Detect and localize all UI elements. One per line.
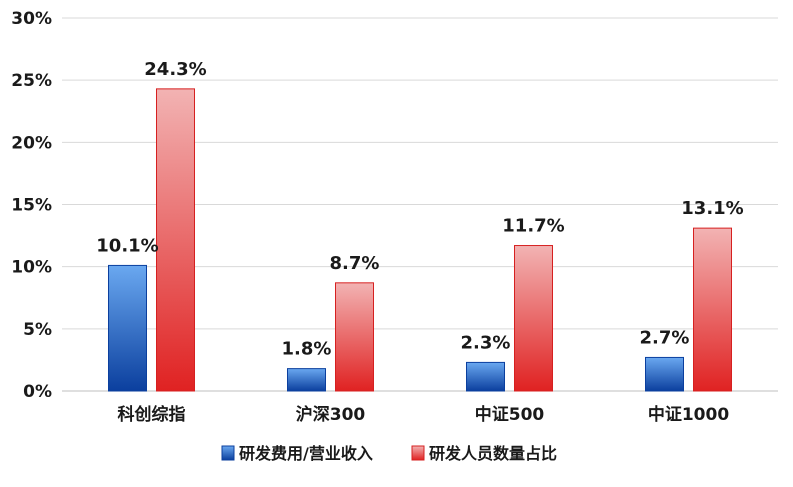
x-category-label: 中证500: [475, 404, 545, 425]
data-label: 8.7%: [330, 253, 380, 274]
bar-rd-expense-0: [108, 264, 147, 392]
data-label: 13.1%: [681, 198, 743, 219]
bars: [108, 88, 732, 392]
y-tick-label: 5%: [23, 320, 52, 340]
data-label: 11.7%: [502, 216, 564, 237]
legend-swatch: [411, 445, 425, 461]
x-category-label: 中证1000: [648, 404, 729, 425]
data-label: 2.3%: [461, 332, 511, 353]
bar-rd-staff-2: [514, 245, 553, 392]
data-label: 1.8%: [282, 339, 332, 360]
y-tick-label: 0%: [23, 382, 52, 402]
y-tick-label: 20%: [11, 133, 52, 153]
legend: 研发费用/营业收入 研发人员数量占比: [221, 444, 557, 463]
x-category-label: 沪深300: [296, 404, 366, 425]
data-labels: 10.1% 24.3% 1.8% 8.7% 2.3% 11.7% 2.7% 13.1%: [96, 59, 743, 360]
y-tick-label: 25%: [11, 71, 52, 91]
bar-rd-staff-1: [335, 282, 374, 392]
bar-rd-expense-1: [287, 368, 326, 392]
data-label: 24.3%: [144, 59, 206, 80]
bar-rd-staff-3: [693, 227, 732, 392]
x-category-label: 科创综指: [118, 404, 186, 425]
y-tick-label: 15%: [11, 196, 52, 216]
legend-label: 研发人员数量占比: [429, 444, 557, 463]
bar-rd-expense-2: [466, 361, 505, 392]
y-tick-label: 10%: [11, 258, 52, 278]
legend-swatch: [221, 445, 235, 461]
data-label: 10.1%: [96, 235, 158, 256]
y-tick-label: 30%: [11, 9, 52, 29]
y-axis-ticks: 0% 5% 10% 15% 20% 25% 30%: [11, 9, 52, 402]
data-label: 2.7%: [640, 327, 690, 348]
bar-rd-staff-0: [156, 88, 195, 392]
bar-rd-expense-3: [645, 356, 684, 392]
legend-label: 研发费用/营业收入: [239, 444, 373, 463]
x-axis-categories: 科创综指 沪深300 中证500 中证1000: [118, 404, 730, 425]
